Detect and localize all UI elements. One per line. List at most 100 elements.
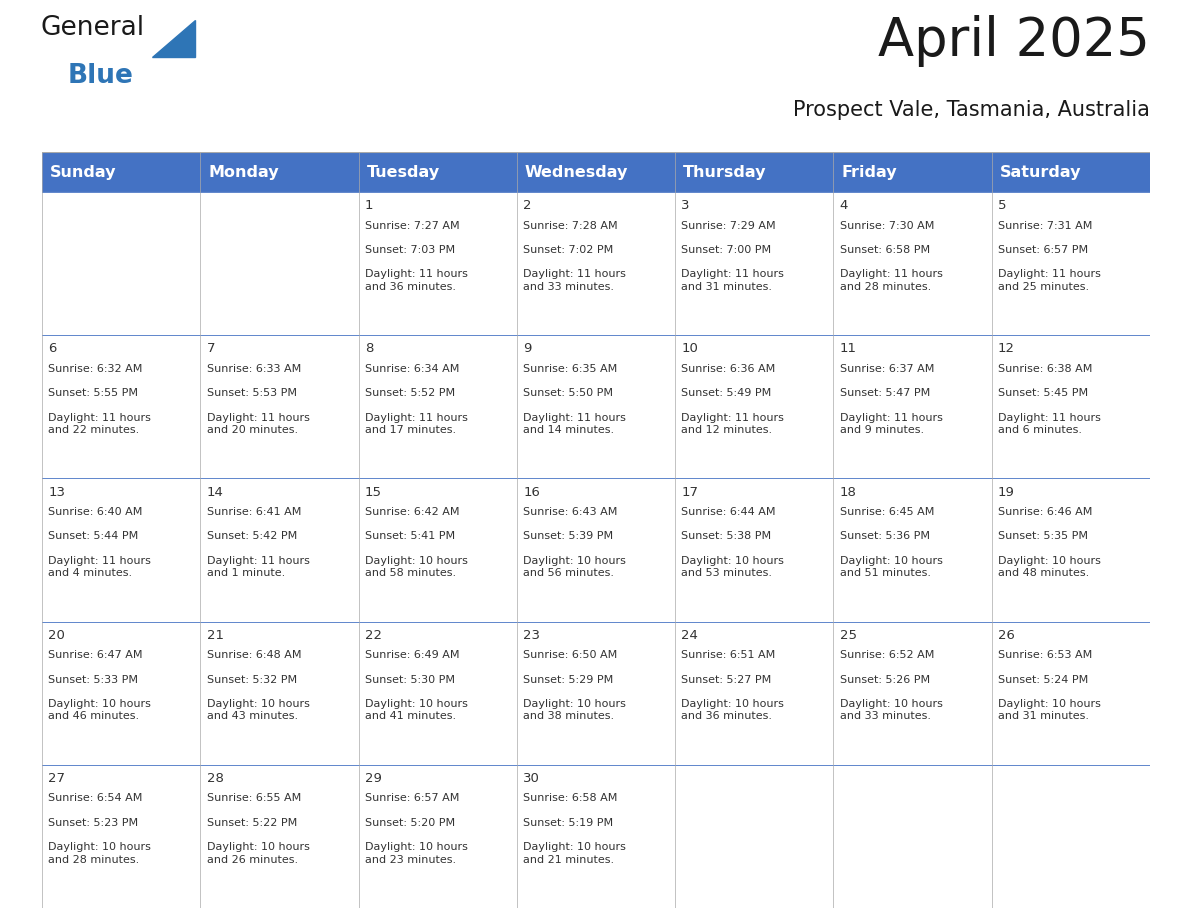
Text: Daylight: 10 hours
and 21 minutes.: Daylight: 10 hours and 21 minutes.: [523, 842, 626, 865]
Text: Daylight: 11 hours
and 9 minutes.: Daylight: 11 hours and 9 minutes.: [840, 412, 942, 435]
Text: 30: 30: [523, 772, 541, 785]
Text: Daylight: 10 hours
and 26 minutes.: Daylight: 10 hours and 26 minutes.: [207, 842, 310, 865]
Text: Sunrise: 7:28 AM: Sunrise: 7:28 AM: [523, 220, 618, 230]
Text: Sunrise: 6:51 AM: Sunrise: 6:51 AM: [682, 650, 776, 660]
Text: April 2025: April 2025: [878, 15, 1150, 67]
Text: 25: 25: [840, 629, 857, 642]
Text: Daylight: 10 hours
and 41 minutes.: Daylight: 10 hours and 41 minutes.: [365, 699, 468, 722]
Text: Friday: Friday: [841, 164, 897, 180]
Text: Daylight: 11 hours
and 22 minutes.: Daylight: 11 hours and 22 minutes.: [49, 412, 151, 435]
Text: Sunrise: 6:57 AM: Sunrise: 6:57 AM: [365, 793, 460, 803]
Text: Sunrise: 6:47 AM: Sunrise: 6:47 AM: [49, 650, 143, 660]
Text: Sunday: Sunday: [50, 164, 116, 180]
Text: Sunrise: 6:44 AM: Sunrise: 6:44 AM: [682, 507, 776, 517]
Text: Blue: Blue: [68, 63, 134, 89]
Text: Daylight: 10 hours
and 48 minutes.: Daylight: 10 hours and 48 minutes.: [998, 555, 1101, 578]
Text: Sunrise: 6:49 AM: Sunrise: 6:49 AM: [365, 650, 460, 660]
Text: Sunset: 5:32 PM: Sunset: 5:32 PM: [207, 675, 297, 685]
Text: Daylight: 10 hours
and 36 minutes.: Daylight: 10 hours and 36 minutes.: [682, 699, 784, 722]
Text: 23: 23: [523, 629, 541, 642]
Text: Sunset: 5:44 PM: Sunset: 5:44 PM: [49, 532, 139, 542]
Text: Sunrise: 6:36 AM: Sunrise: 6:36 AM: [682, 364, 776, 374]
Text: Daylight: 11 hours
and 4 minutes.: Daylight: 11 hours and 4 minutes.: [49, 555, 151, 578]
Text: Daylight: 11 hours
and 20 minutes.: Daylight: 11 hours and 20 minutes.: [207, 412, 310, 435]
Text: Daylight: 10 hours
and 38 minutes.: Daylight: 10 hours and 38 minutes.: [523, 699, 626, 722]
Text: Daylight: 10 hours
and 58 minutes.: Daylight: 10 hours and 58 minutes.: [365, 555, 468, 578]
Text: Sunrise: 6:37 AM: Sunrise: 6:37 AM: [840, 364, 934, 374]
Text: Sunset: 5:45 PM: Sunset: 5:45 PM: [998, 388, 1088, 398]
Text: Sunrise: 6:55 AM: Sunrise: 6:55 AM: [207, 793, 301, 803]
Text: Sunrise: 6:45 AM: Sunrise: 6:45 AM: [840, 507, 934, 517]
Text: 27: 27: [49, 772, 65, 785]
Text: 16: 16: [523, 486, 541, 498]
Text: Sunset: 7:00 PM: Sunset: 7:00 PM: [682, 245, 771, 255]
Text: Sunset: 5:41 PM: Sunset: 5:41 PM: [365, 532, 455, 542]
Text: 2: 2: [523, 199, 532, 212]
Text: 7: 7: [207, 342, 215, 355]
Text: Daylight: 10 hours
and 56 minutes.: Daylight: 10 hours and 56 minutes.: [523, 555, 626, 578]
Text: Daylight: 11 hours
and 12 minutes.: Daylight: 11 hours and 12 minutes.: [682, 412, 784, 435]
Text: Daylight: 11 hours
and 31 minutes.: Daylight: 11 hours and 31 minutes.: [682, 269, 784, 292]
Text: Sunset: 7:03 PM: Sunset: 7:03 PM: [365, 245, 455, 255]
Text: 11: 11: [840, 342, 857, 355]
Text: Sunset: 5:36 PM: Sunset: 5:36 PM: [840, 532, 930, 542]
Text: Daylight: 11 hours
and 33 minutes.: Daylight: 11 hours and 33 minutes.: [523, 269, 626, 292]
Text: 17: 17: [682, 486, 699, 498]
Text: Sunset: 5:35 PM: Sunset: 5:35 PM: [998, 532, 1088, 542]
Text: Daylight: 10 hours
and 51 minutes.: Daylight: 10 hours and 51 minutes.: [840, 555, 942, 578]
Text: Monday: Monday: [208, 164, 279, 180]
Text: Sunrise: 7:29 AM: Sunrise: 7:29 AM: [682, 220, 776, 230]
Text: Daylight: 10 hours
and 53 minutes.: Daylight: 10 hours and 53 minutes.: [682, 555, 784, 578]
Text: 24: 24: [682, 629, 699, 642]
Text: 21: 21: [207, 629, 223, 642]
Text: Sunset: 6:57 PM: Sunset: 6:57 PM: [998, 245, 1088, 255]
Text: 10: 10: [682, 342, 699, 355]
Text: Sunset: 5:20 PM: Sunset: 5:20 PM: [365, 818, 455, 828]
Text: Sunrise: 6:33 AM: Sunrise: 6:33 AM: [207, 364, 301, 374]
Text: Sunrise: 7:31 AM: Sunrise: 7:31 AM: [998, 220, 1093, 230]
Text: Daylight: 10 hours
and 33 minutes.: Daylight: 10 hours and 33 minutes.: [840, 699, 942, 722]
Text: Sunset: 5:47 PM: Sunset: 5:47 PM: [840, 388, 930, 398]
Text: Sunset: 5:52 PM: Sunset: 5:52 PM: [365, 388, 455, 398]
Text: Sunset: 5:19 PM: Sunset: 5:19 PM: [523, 818, 613, 828]
Text: Daylight: 10 hours
and 31 minutes.: Daylight: 10 hours and 31 minutes.: [998, 699, 1101, 722]
Text: 3: 3: [682, 199, 690, 212]
Text: Sunrise: 7:30 AM: Sunrise: 7:30 AM: [840, 220, 934, 230]
Text: Sunset: 5:38 PM: Sunset: 5:38 PM: [682, 532, 771, 542]
Text: Daylight: 11 hours
and 25 minutes.: Daylight: 11 hours and 25 minutes.: [998, 269, 1101, 292]
Text: 1: 1: [365, 199, 373, 212]
Text: Tuesday: Tuesday: [366, 164, 440, 180]
Text: 13: 13: [49, 486, 65, 498]
Text: 6: 6: [49, 342, 57, 355]
Text: Sunrise: 6:40 AM: Sunrise: 6:40 AM: [49, 507, 143, 517]
Text: Sunset: 5:23 PM: Sunset: 5:23 PM: [49, 818, 139, 828]
Text: 4: 4: [840, 199, 848, 212]
Text: 20: 20: [49, 629, 65, 642]
Text: Sunset: 5:49 PM: Sunset: 5:49 PM: [682, 388, 772, 398]
Text: 9: 9: [523, 342, 531, 355]
Text: Daylight: 10 hours
and 28 minutes.: Daylight: 10 hours and 28 minutes.: [49, 842, 151, 865]
Text: Sunset: 5:30 PM: Sunset: 5:30 PM: [365, 675, 455, 685]
Text: 12: 12: [998, 342, 1015, 355]
Text: 15: 15: [365, 486, 381, 498]
Text: 5: 5: [998, 199, 1006, 212]
Text: General: General: [40, 15, 144, 41]
Text: Sunset: 6:58 PM: Sunset: 6:58 PM: [840, 245, 930, 255]
Text: Wednesday: Wednesday: [525, 164, 628, 180]
Text: Daylight: 10 hours
and 46 minutes.: Daylight: 10 hours and 46 minutes.: [49, 699, 151, 722]
Text: 29: 29: [365, 772, 381, 785]
Text: Sunset: 5:27 PM: Sunset: 5:27 PM: [682, 675, 772, 685]
Text: Sunset: 5:26 PM: Sunset: 5:26 PM: [840, 675, 930, 685]
Text: Daylight: 10 hours
and 23 minutes.: Daylight: 10 hours and 23 minutes.: [365, 842, 468, 865]
Text: Sunset: 5:33 PM: Sunset: 5:33 PM: [49, 675, 138, 685]
Text: Sunset: 7:02 PM: Sunset: 7:02 PM: [523, 245, 613, 255]
Text: Thursday: Thursday: [683, 164, 766, 180]
Text: Daylight: 11 hours
and 14 minutes.: Daylight: 11 hours and 14 minutes.: [523, 412, 626, 435]
Text: Sunrise: 7:27 AM: Sunrise: 7:27 AM: [365, 220, 460, 230]
Text: 28: 28: [207, 772, 223, 785]
Text: Sunset: 5:53 PM: Sunset: 5:53 PM: [207, 388, 297, 398]
Text: Sunrise: 6:48 AM: Sunrise: 6:48 AM: [207, 650, 301, 660]
Text: 26: 26: [998, 629, 1015, 642]
Text: Sunrise: 6:53 AM: Sunrise: 6:53 AM: [998, 650, 1092, 660]
Text: Prospect Vale, Tasmania, Australia: Prospect Vale, Tasmania, Australia: [794, 99, 1150, 119]
